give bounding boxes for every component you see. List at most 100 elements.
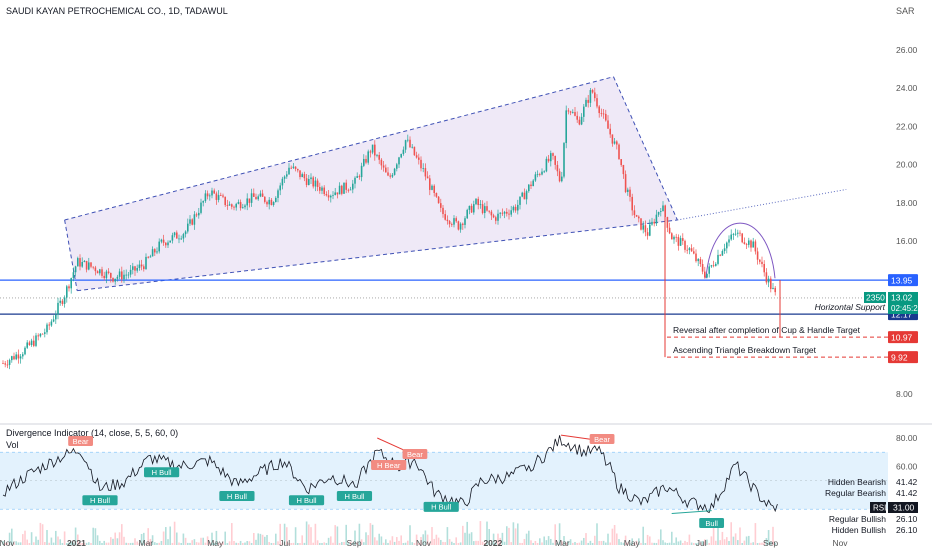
volume-bar — [391, 536, 394, 545]
candle-body — [13, 356, 15, 360]
volume-bar — [697, 542, 699, 545]
candle-body — [224, 196, 226, 206]
candle-body — [708, 266, 710, 274]
candle-body — [149, 256, 152, 258]
candle-body — [770, 278, 772, 289]
price-tag-13-95: 13.95 — [891, 276, 913, 286]
candle-body — [74, 266, 77, 273]
candle-body — [677, 236, 680, 246]
candle-body — [684, 240, 686, 250]
volume-bar — [765, 538, 768, 545]
candle-body — [558, 171, 561, 182]
candle-body — [756, 251, 759, 260]
candle-body — [633, 210, 636, 216]
signal-label: Bear — [407, 450, 423, 459]
volume-bar — [719, 540, 721, 545]
candle-body — [644, 225, 647, 233]
candle-body — [143, 266, 145, 270]
volume-bar — [561, 541, 563, 545]
volume-bar — [134, 538, 136, 545]
volume-bar — [110, 537, 112, 545]
volume-bar — [657, 539, 660, 545]
signal-label-bg — [402, 449, 428, 459]
volume-bar — [4, 542, 6, 545]
channel-lower-line — [77, 219, 678, 292]
volume-bar — [358, 523, 361, 545]
volume-bar — [314, 523, 317, 545]
candle-body — [57, 302, 59, 315]
candle-body — [484, 206, 486, 214]
volume-bar — [671, 531, 673, 545]
volume-bar — [477, 540, 479, 545]
candle-body — [442, 207, 444, 215]
candle-body — [288, 167, 290, 175]
volume-bar — [347, 542, 350, 545]
candle-body — [79, 258, 81, 267]
volume-bar — [224, 531, 226, 545]
volume-bar — [479, 521, 482, 545]
cup-handle-target-label: Reversal after completion of Cup & Handl… — [673, 325, 861, 335]
volume-bar — [429, 542, 431, 545]
volume-bar — [578, 542, 581, 545]
volume-bar — [730, 522, 732, 545]
volume-bar — [250, 542, 253, 545]
candle-body — [17, 354, 20, 359]
volume-bar — [737, 540, 739, 545]
volume-bar — [345, 524, 347, 545]
volume-bar — [462, 525, 464, 545]
signal-label: Bear — [73, 437, 89, 446]
candle-body — [257, 196, 259, 200]
signal-label: Bear — [594, 435, 610, 444]
regular-bearish-value: 41.42 — [896, 488, 918, 498]
candle-body — [448, 221, 451, 225]
candle-body — [508, 213, 510, 215]
candle-body — [211, 190, 213, 196]
candle-body — [248, 198, 251, 203]
candle-body — [699, 259, 702, 264]
volume-bar — [288, 542, 290, 545]
volume-bar — [352, 542, 354, 545]
candle-body — [330, 195, 332, 198]
volume-bar — [547, 536, 550, 545]
volume-bar — [624, 535, 627, 545]
candle-body — [640, 218, 642, 230]
volume-bar — [363, 542, 365, 545]
volume-bar — [686, 542, 688, 545]
candles-group — [2, 87, 776, 370]
candle-body — [6, 364, 9, 366]
candle-body — [503, 211, 506, 214]
candle-body — [629, 189, 631, 197]
volume-bar — [231, 523, 233, 545]
volume-bar — [211, 532, 213, 545]
candle-body — [451, 224, 453, 225]
candle-body — [8, 360, 11, 365]
volume-bar — [666, 542, 669, 545]
candle-body — [578, 119, 581, 125]
candle-body — [488, 210, 490, 212]
volume-bar — [759, 542, 761, 545]
candle-body — [750, 240, 752, 248]
candle-body — [96, 271, 99, 274]
candle-body — [151, 249, 154, 257]
candle-body — [411, 146, 413, 148]
volume-bar — [279, 523, 281, 545]
signal-label-bg — [336, 491, 373, 502]
candle-body — [563, 143, 565, 177]
volume-bar — [70, 541, 72, 545]
candle-body — [101, 269, 103, 276]
candle-body — [440, 203, 442, 208]
candle-body — [547, 158, 550, 162]
volume-bar — [400, 535, 402, 545]
candle-body — [209, 195, 211, 197]
volume-bar — [726, 537, 728, 545]
time-tick-label: May — [207, 538, 224, 548]
volume-bar — [39, 522, 42, 545]
volume-bar — [158, 542, 160, 545]
volume-bar — [655, 542, 658, 545]
volume-bar — [517, 523, 519, 545]
candle-body — [371, 144, 374, 153]
volume-bar — [151, 535, 154, 545]
volume-bar — [629, 542, 631, 545]
volume-bar — [545, 540, 548, 545]
